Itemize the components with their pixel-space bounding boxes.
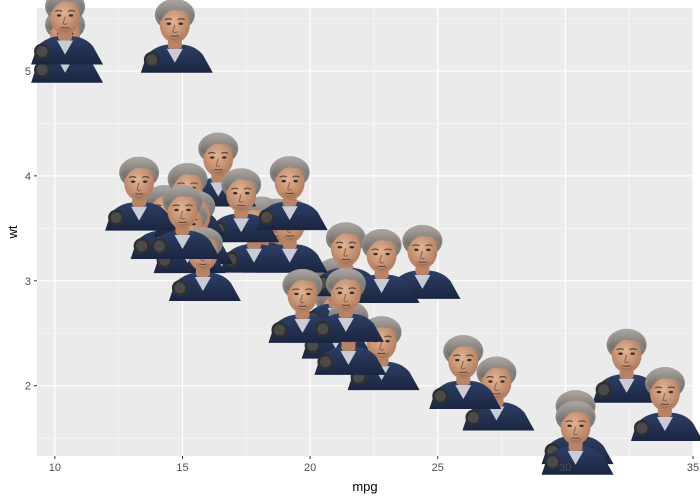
y-tick-label: 4 — [25, 171, 31, 183]
x-tick-label: 35 — [687, 462, 699, 474]
y-axis: 2 3 4 5 — [25, 66, 37, 393]
x-tick-label: 15 — [176, 462, 188, 474]
x-tick-label: 25 — [432, 462, 444, 474]
x-axis-title: mpg — [352, 479, 377, 494]
y-axis-title: wt — [5, 225, 20, 239]
y-tick-label: 3 — [25, 276, 31, 288]
x-tick-label: 10 — [49, 462, 61, 474]
y-tick-label: 2 — [25, 381, 31, 393]
x-tick-label: 20 — [304, 462, 316, 474]
y-tick-label: 5 — [25, 66, 31, 78]
x-tick-label: 30 — [559, 462, 571, 474]
x-axis: 10 15 20 25 30 35 — [49, 456, 699, 474]
